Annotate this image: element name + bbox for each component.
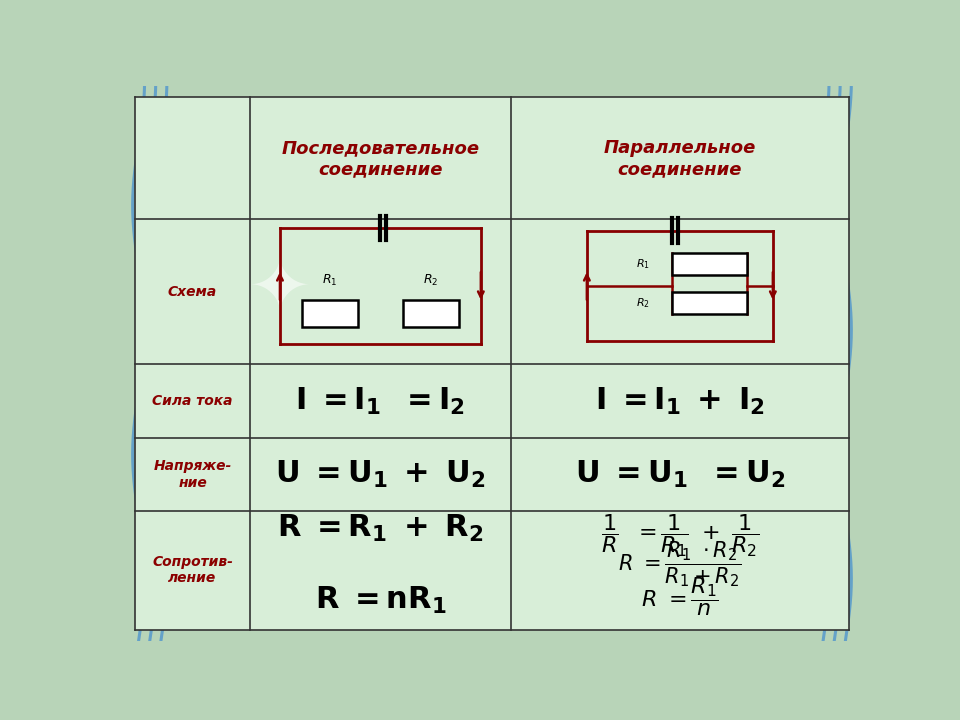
Bar [672, 292, 747, 314]
Bar [134, 438, 251, 510]
Bar [511, 438, 849, 510]
Text: ✦: ✦ [248, 255, 312, 328]
Bar [511, 364, 849, 438]
Text: $\dfrac{1}{R}\ \ =\dfrac{1}{R_1}\ +\ \dfrac{1}{R_2}$: $\dfrac{1}{R}\ \ =\dfrac{1}{R_1}\ +\ \df… [601, 512, 759, 559]
Text: $R\ =\dfrac{R_1}{n}$: $R\ =\dfrac{R_1}{n}$ [641, 575, 719, 618]
Text: $R\ =\dfrac{R_1\ \cdot R_2}{R_1+R_2}$: $R\ =\dfrac{R_1\ \cdot R_2}{R_1+R_2}$ [618, 540, 741, 590]
Text: $\mathbf{R\ =nR_1}$: $\mathbf{R\ =nR_1}$ [315, 585, 446, 616]
Text: $\mathbf{U\ =U_1\ +\ U_2}$: $\mathbf{U\ =U_1\ +\ U_2}$ [276, 459, 486, 490]
Bar [251, 97, 511, 220]
Bar [251, 220, 511, 364]
Bar [511, 220, 849, 364]
Bar [511, 97, 849, 220]
Text: $R_2$: $R_2$ [636, 296, 650, 310]
Text: Схема: Схема [168, 284, 217, 299]
Text: $R_1$: $R_1$ [323, 273, 338, 288]
Bar [251, 510, 511, 630]
Bar [134, 97, 251, 220]
Bar [403, 300, 459, 327]
Text: $\mathbf{I\ =I_1\ \ =I_2}$: $\mathbf{I\ =I_1\ \ =I_2}$ [296, 385, 466, 417]
Text: Последовательное
соединение: Последовательное соединение [281, 139, 479, 178]
Bar [134, 510, 251, 630]
Text: $\mathbf{I\ =I_1\ +\ I_2}$: $\mathbf{I\ =I_1\ +\ I_2}$ [595, 385, 765, 417]
Bar [251, 364, 511, 438]
Text: $\mathbf{R\ =R_1\ +\ R_2}$: $\mathbf{R\ =R_1\ +\ R_2}$ [277, 513, 484, 544]
Text: Параллельное
соединение: Параллельное соединение [604, 139, 756, 178]
Bar [672, 253, 747, 275]
Bar [134, 364, 251, 438]
Bar [251, 438, 511, 510]
Text: Сила тока: Сила тока [153, 394, 232, 408]
Text: $R_2$: $R_2$ [423, 273, 439, 288]
Text: $\mathbf{U\ =U_1\ \ =U_2}$: $\mathbf{U\ =U_1\ \ =U_2}$ [575, 459, 785, 490]
Text: $R_1$: $R_1$ [636, 257, 650, 271]
Text: Напряже-
ние: Напряже- ние [154, 459, 231, 490]
Bar [301, 300, 358, 327]
Text: Сопротив-
ление: Сопротив- ление [152, 555, 233, 585]
Bar [134, 220, 251, 364]
Bar [511, 510, 849, 630]
